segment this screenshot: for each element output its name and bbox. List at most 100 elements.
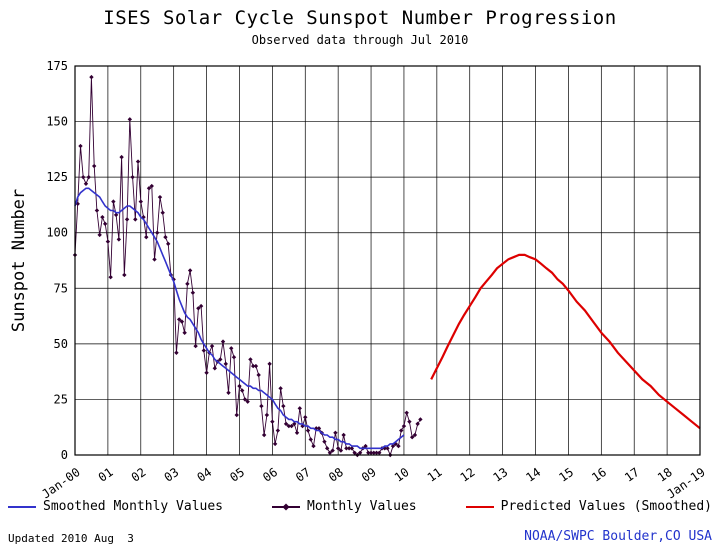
- x-tick-label: 10: [392, 465, 412, 485]
- marker-monthly: [357, 450, 363, 455]
- marker-monthly: [338, 448, 344, 453]
- legend-label-smoothed: Smoothed Monthly Values: [43, 499, 224, 514]
- marker-monthly: [83, 181, 89, 187]
- marker-monthly: [198, 303, 204, 309]
- marker-monthly: [218, 357, 223, 362]
- y-tick-label: 0: [61, 448, 68, 462]
- marker-monthly: [294, 430, 300, 435]
- x-tick-label: 09: [359, 465, 379, 485]
- x-tick-label: 05: [227, 465, 247, 485]
- marker-monthly: [418, 417, 423, 422]
- x-tick-label: 07: [293, 465, 313, 485]
- x-tick-label: 08: [326, 465, 346, 485]
- legend-item-monthly: Monthly Values: [272, 499, 417, 514]
- marker-monthly: [160, 210, 165, 215]
- marker-monthly: [91, 163, 97, 169]
- marker-monthly: [363, 443, 368, 449]
- marker-monthly: [133, 217, 138, 222]
- marker-monthly: [278, 386, 283, 391]
- marker-monthly: [113, 212, 119, 218]
- marker-monthly: [322, 439, 327, 444]
- marker-monthly: [303, 415, 308, 420]
- marker-monthly: [341, 432, 346, 438]
- y-tick-label: 50: [54, 337, 68, 351]
- marker-monthly: [316, 426, 322, 431]
- x-tick-label: 15: [556, 465, 576, 485]
- y-axis-label: Sunspot Number: [9, 189, 29, 332]
- marker-monthly: [352, 450, 357, 455]
- x-tick-label: 13: [490, 465, 510, 485]
- marker-monthly: [75, 201, 80, 207]
- marker-monthly: [270, 419, 275, 424]
- marker-monthly: [127, 117, 133, 122]
- marker-monthly: [231, 354, 237, 360]
- marker-monthly: [261, 432, 267, 438]
- marker-monthly: [281, 403, 286, 409]
- monthly-line-sample: [272, 502, 301, 511]
- y-tick-label: 150: [46, 115, 68, 129]
- x-tick-label: 17: [622, 465, 642, 485]
- x-tick-label: 03: [162, 465, 182, 485]
- marker-monthly: [122, 272, 127, 278]
- marker-monthly: [155, 230, 160, 235]
- marker-monthly: [253, 363, 259, 369]
- series-predicted: [430, 253, 701, 430]
- marker-monthly: [166, 241, 171, 247]
- marker-monthly: [272, 441, 278, 447]
- marker-monthly: [275, 428, 281, 433]
- marker-monthly: [190, 290, 196, 295]
- legend-item-predicted: Predicted Values (Smoothed): [465, 499, 712, 514]
- marker-monthly: [256, 372, 261, 378]
- marker-monthly: [174, 350, 179, 355]
- marker-monthly: [149, 183, 154, 189]
- marker-monthly: [292, 421, 297, 427]
- marker-monthly: [305, 428, 311, 433]
- marker-monthly: [237, 383, 242, 389]
- marker-monthly: [130, 174, 135, 180]
- marker-monthly: [196, 306, 201, 311]
- marker-monthly: [335, 446, 341, 451]
- chart-subtitle: Observed data through Jul 2010: [251, 33, 469, 47]
- marker-monthly: [102, 221, 108, 227]
- marker-monthly: [366, 450, 371, 455]
- marker-monthly: [97, 232, 102, 238]
- marker-monthly: [182, 330, 187, 335]
- chart-title: ISES Solar Cycle Sunspot Number Progress…: [103, 7, 617, 29]
- x-tick-label: 16: [589, 465, 609, 485]
- marker-monthly: [100, 214, 105, 220]
- updated-date-text: Updated 2010 Aug 3: [8, 532, 134, 545]
- marker-monthly: [289, 423, 294, 429]
- marker-monthly: [157, 194, 163, 200]
- y-tick-label: 75: [54, 281, 68, 295]
- marker-monthly: [86, 174, 91, 180]
- marker-monthly: [344, 446, 349, 451]
- marker-monthly: [377, 450, 382, 455]
- x-tick-label: 11: [425, 465, 445, 485]
- x-tick-label: 01: [96, 465, 116, 485]
- marker-monthly: [248, 357, 253, 362]
- marker-monthly: [144, 234, 149, 240]
- marker-monthly: [89, 74, 94, 80]
- credit-text: NOAA/SWPC Boulder,CO USA: [524, 529, 712, 544]
- x-tick-label: 04: [194, 465, 214, 485]
- smoothed-line-sample: [8, 505, 36, 508]
- marker-monthly: [187, 268, 193, 273]
- marker-monthly: [368, 450, 374, 455]
- marker-monthly: [283, 421, 289, 427]
- marker-monthly: [124, 217, 130, 222]
- marker-monthly: [374, 450, 379, 455]
- marker-monthly: [250, 363, 256, 369]
- y-tick-label: 25: [54, 392, 68, 406]
- marker-monthly: [176, 317, 182, 322]
- marker-monthly: [412, 432, 418, 438]
- legend: Smoothed Monthly Values Monthly Values P…: [0, 499, 720, 514]
- marker-monthly: [201, 348, 207, 353]
- marker-monthly: [204, 370, 209, 375]
- marker-monthly: [399, 428, 404, 433]
- legend-label-monthly: Monthly Values: [307, 499, 417, 514]
- marker-monthly: [119, 154, 124, 160]
- x-tick-label: 18: [655, 465, 675, 485]
- marker-monthly: [152, 257, 157, 262]
- x-tick-label: 12: [458, 465, 478, 485]
